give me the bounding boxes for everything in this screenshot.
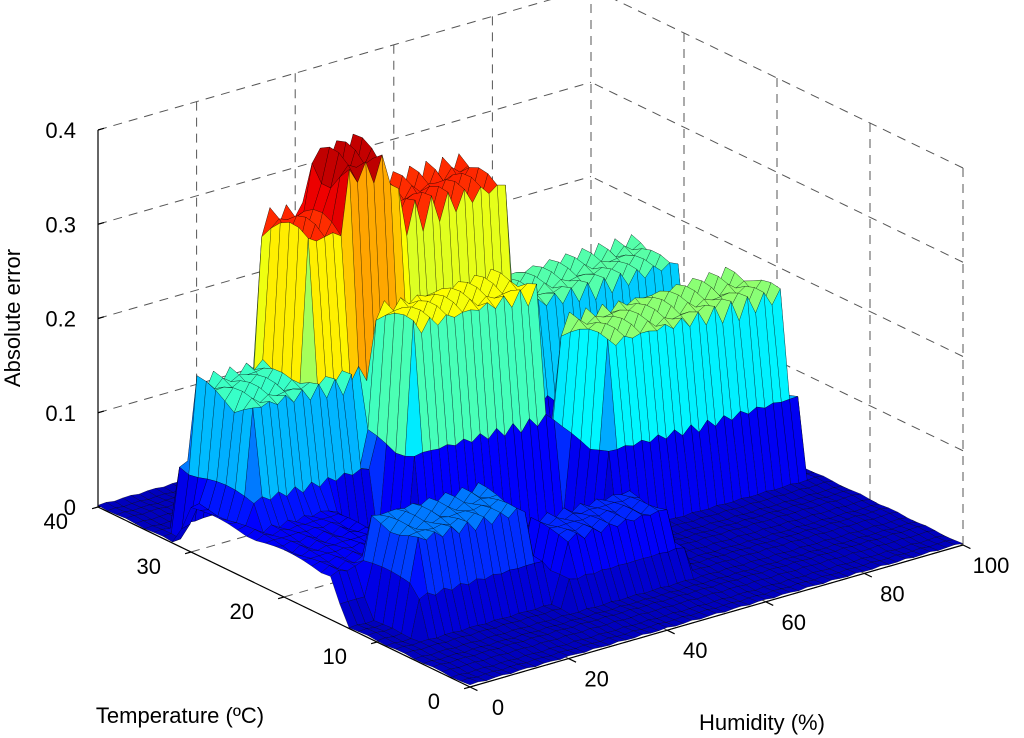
z-axis-label: Absolute error xyxy=(0,249,25,387)
z-tick-label: 0.4 xyxy=(45,118,76,143)
y-tick-mark xyxy=(277,596,285,600)
z-tick-mark xyxy=(97,410,105,414)
x-tick-label: 40 xyxy=(683,638,707,663)
z-tick-label: 0.2 xyxy=(45,307,76,332)
x-tick-mark xyxy=(765,601,774,606)
x-tick-label: 60 xyxy=(782,610,806,635)
z-tick-mark xyxy=(97,221,105,225)
x-tick-mark xyxy=(864,572,873,578)
y-tick-label: 10 xyxy=(323,644,347,669)
x-tick-mark xyxy=(469,686,478,692)
x-tick-label: 80 xyxy=(880,581,904,606)
y-tick-label: 30 xyxy=(137,554,161,579)
axes-box xyxy=(91,127,971,692)
z-tick-label: 0 xyxy=(64,495,76,520)
y-axis-label: Temperature (ºC) xyxy=(96,703,264,728)
x-axis-label: Humidity (%) xyxy=(699,710,825,735)
z-tick-label: 0.1 xyxy=(45,401,76,426)
x-tick-label: 0 xyxy=(492,695,504,720)
y-tick-mark xyxy=(184,551,192,555)
y-tick-mark xyxy=(463,686,471,690)
y-tick-mark xyxy=(370,641,378,645)
error-surface xyxy=(97,133,964,686)
grid-line xyxy=(590,176,964,357)
z-tick-mark xyxy=(97,316,105,320)
y-tick-label: 20 xyxy=(230,599,254,624)
z-tick-label: 0.3 xyxy=(45,212,76,237)
x-tick-mark xyxy=(962,544,971,550)
grid-line xyxy=(97,0,552,131)
z-tick-mark xyxy=(97,127,105,131)
y-tick-mark xyxy=(91,506,99,510)
y-tick-label: 0 xyxy=(428,689,440,714)
x-tick-label: 20 xyxy=(584,667,608,692)
x-tick-label: 100 xyxy=(973,553,1010,578)
y-tick-label: 40 xyxy=(44,509,68,534)
x-axis-line xyxy=(469,544,964,688)
grid-line xyxy=(590,81,964,263)
surface-facet xyxy=(459,677,479,686)
x-tick-mark xyxy=(568,658,577,663)
grid-line xyxy=(614,0,964,169)
x-tick-mark xyxy=(666,629,675,635)
